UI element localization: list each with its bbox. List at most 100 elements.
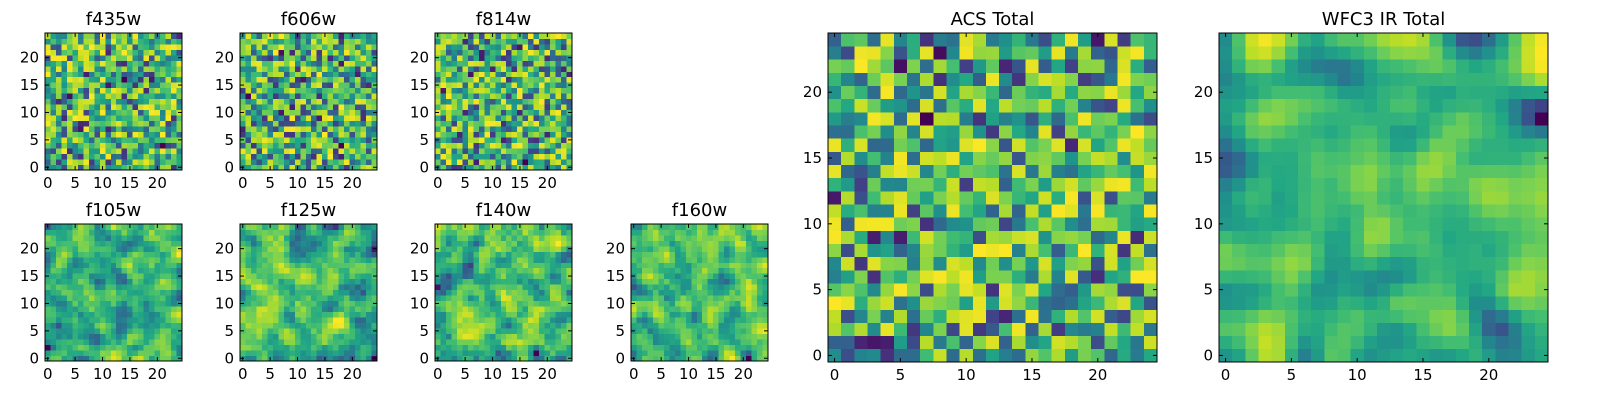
heatmap-cell (757, 289, 763, 296)
heatmap-cell (138, 159, 145, 165)
heatmap-cell (94, 142, 101, 149)
heatmap-cell (165, 350, 172, 356)
heatmap-cell (88, 300, 95, 307)
heatmap-cell (283, 300, 290, 307)
heatmap-cell (55, 350, 62, 356)
heatmap-cell (933, 322, 947, 337)
heatmap-cell (88, 71, 95, 78)
heatmap-cell (283, 333, 290, 340)
heatmap-cell (61, 273, 68, 280)
heatmap-cell (66, 284, 73, 291)
heatmap-cell (245, 311, 252, 318)
heatmap-cell (746, 306, 752, 313)
heatmap-cell (160, 322, 166, 329)
heatmap-cell (272, 142, 279, 149)
heatmap-cell (696, 355, 703, 362)
heatmap-cell (333, 289, 340, 296)
heatmap-cell (121, 104, 128, 111)
heatmap-cell (72, 82, 79, 89)
heatmap-cell (685, 229, 692, 236)
heatmap-cell (517, 148, 524, 154)
heatmap-cell (143, 295, 150, 302)
heatmap-cell (685, 273, 692, 280)
heatmap-cell (1038, 243, 1053, 258)
heatmap-cell (165, 49, 172, 56)
heatmap-cell (132, 251, 139, 258)
heatmap-cell (349, 273, 356, 280)
heatmap-cell (484, 328, 491, 334)
heatmap-cell (674, 245, 681, 252)
heatmap-cell (305, 104, 312, 111)
heatmap-cell (511, 131, 518, 138)
heatmap-cell (160, 355, 166, 362)
heatmap-cell (261, 164, 268, 171)
heatmap-cell (533, 82, 540, 89)
heatmap-cell (316, 38, 323, 45)
heatmap-cell (762, 311, 769, 318)
heatmap-cell (522, 109, 529, 116)
x-tick-label: 20 (148, 365, 167, 383)
heatmap-cell (462, 43, 469, 50)
heatmap-cell (533, 120, 540, 127)
heatmap-cell (267, 328, 274, 334)
heatmap-cell (305, 350, 312, 356)
heatmap-cell (88, 339, 95, 345)
heatmap-cell (160, 137, 166, 143)
heatmap-cell (506, 322, 513, 329)
heatmap-cell (360, 82, 367, 89)
heatmap-cell (165, 87, 172, 94)
heatmap-cell (680, 322, 687, 329)
heatmap-cell (72, 262, 79, 269)
heatmap-cell (349, 240, 356, 247)
heatmap-cell (338, 153, 345, 160)
heatmap-cell (149, 251, 155, 258)
heatmap-cell (300, 109, 307, 116)
heatmap-cell (250, 104, 257, 111)
heatmap-cell (344, 273, 350, 280)
heatmap-cell (729, 245, 736, 252)
heatmap-cell (561, 256, 567, 263)
heatmap-cell (757, 251, 763, 258)
heatmap-cell (371, 344, 378, 351)
heatmap-cell (841, 243, 855, 258)
heatmap-cell (489, 137, 496, 143)
axes-frame (239, 223, 378, 362)
heatmap-cell (160, 240, 166, 247)
heatmap-cell (171, 159, 177, 165)
heatmap-cell (550, 350, 556, 356)
heatmap-cell (88, 131, 95, 138)
heatmap-cell (674, 289, 681, 296)
heatmap-cell (528, 224, 535, 230)
heatmap-cell (555, 322, 562, 329)
heatmap-cell (45, 87, 51, 94)
heatmap-cell (544, 142, 551, 149)
heatmap-cell (50, 115, 57, 122)
heatmap-cell (72, 322, 79, 329)
heatmap-cell (828, 322, 842, 337)
heatmap-cell (45, 126, 51, 133)
heatmap-cell (561, 295, 567, 302)
heatmap-cell (138, 317, 145, 324)
heatmap-cell (289, 137, 296, 143)
heatmap-cell (283, 71, 290, 78)
heatmap-cell (316, 82, 323, 89)
heatmap-cell (1117, 177, 1132, 192)
heatmap-cell (72, 137, 79, 143)
heatmap-cell (250, 273, 257, 280)
heatmap-cell (484, 82, 491, 89)
heatmap-cell (495, 33, 502, 39)
heatmap-cell (707, 355, 714, 362)
heatmap-cell (333, 245, 340, 252)
heatmap-cell (456, 131, 463, 138)
heatmap-cell (110, 328, 117, 334)
heatmap-cell (456, 300, 463, 307)
heatmap-cell (165, 98, 172, 105)
heatmap-cell (696, 300, 703, 307)
heatmap-cell (467, 115, 474, 122)
heatmap-cell (240, 344, 246, 351)
heatmap-cell (116, 38, 123, 45)
heatmap-cell (636, 262, 643, 269)
heatmap-cell (278, 295, 285, 302)
heatmap-cell (50, 159, 57, 165)
heatmap-cell (267, 43, 274, 50)
